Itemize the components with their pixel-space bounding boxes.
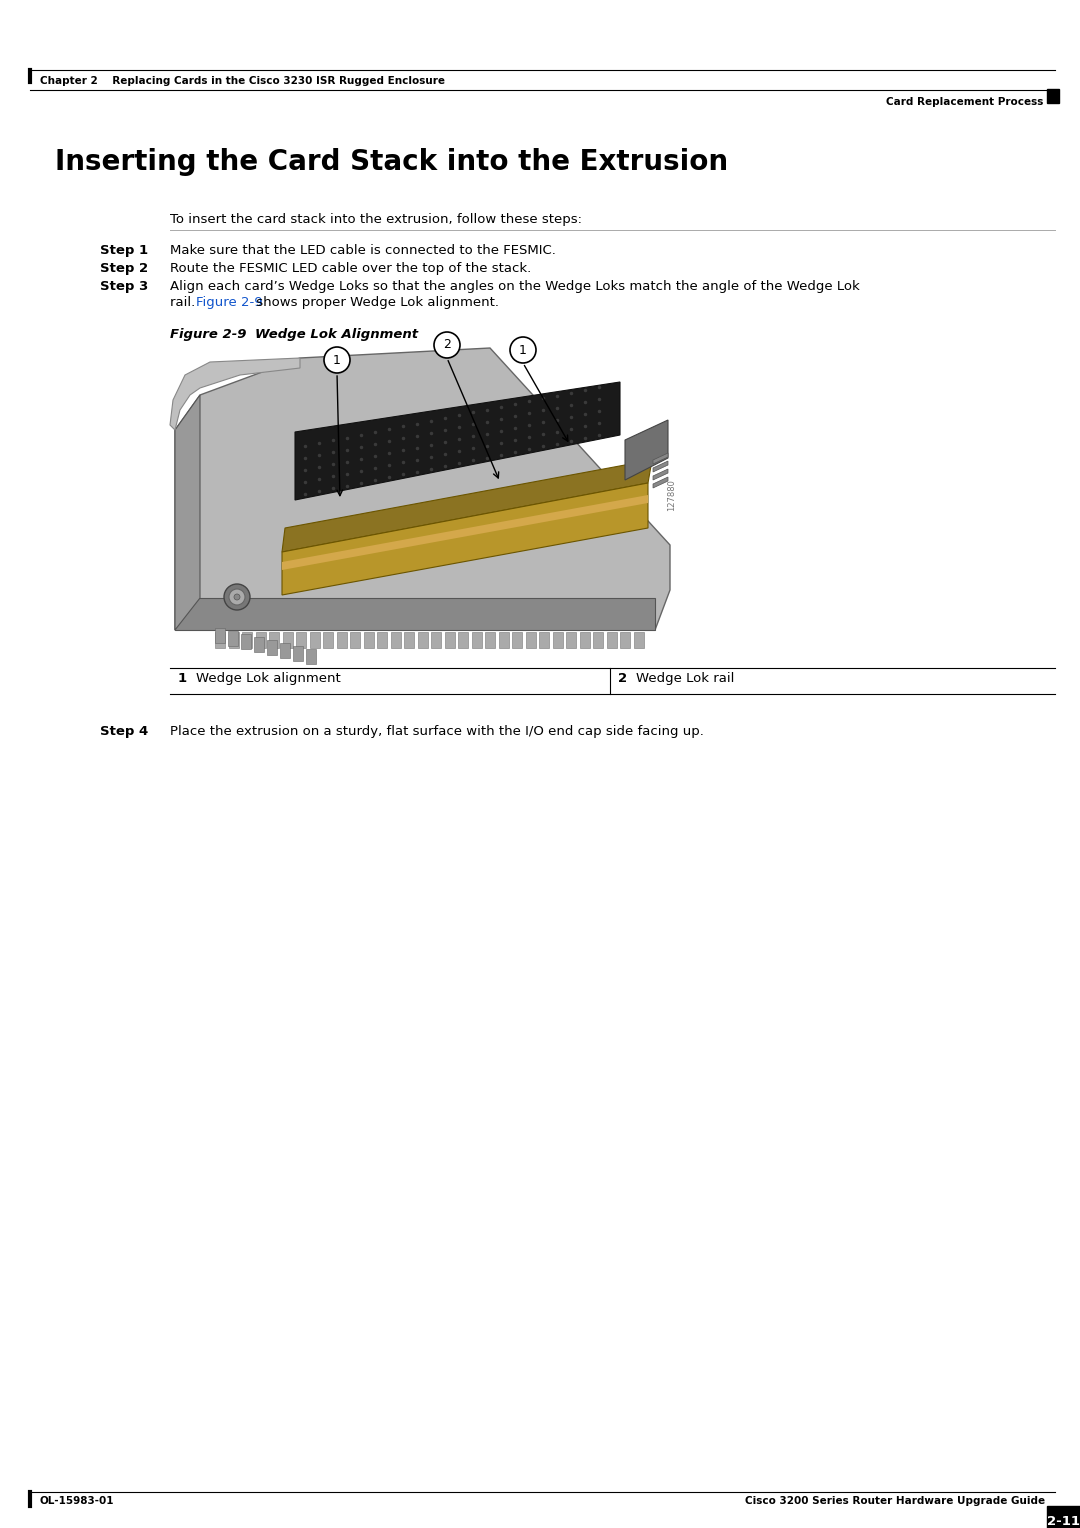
Polygon shape xyxy=(472,633,482,648)
Polygon shape xyxy=(580,633,590,648)
Polygon shape xyxy=(229,633,239,648)
Polygon shape xyxy=(499,633,509,648)
Polygon shape xyxy=(282,483,648,594)
Polygon shape xyxy=(175,348,670,630)
Polygon shape xyxy=(280,643,291,659)
Polygon shape xyxy=(310,633,320,648)
Circle shape xyxy=(224,584,249,610)
Polygon shape xyxy=(269,633,279,648)
Bar xyxy=(1047,89,1059,102)
Polygon shape xyxy=(295,382,620,500)
Circle shape xyxy=(510,338,536,364)
Text: Wedge Lok Alignment: Wedge Lok Alignment xyxy=(255,329,418,341)
Text: 2-11: 2-11 xyxy=(1047,1514,1080,1528)
Polygon shape xyxy=(215,628,225,643)
Polygon shape xyxy=(254,637,264,652)
Polygon shape xyxy=(215,633,225,648)
Text: Wedge Lok rail: Wedge Lok rail xyxy=(636,672,734,685)
Polygon shape xyxy=(364,633,374,648)
Polygon shape xyxy=(296,633,306,648)
Polygon shape xyxy=(267,640,276,656)
Polygon shape xyxy=(282,495,648,570)
Text: Figure 2-9: Figure 2-9 xyxy=(195,296,262,309)
Polygon shape xyxy=(391,633,401,648)
Text: To insert the card stack into the extrusion, follow these steps:: To insert the card stack into the extrus… xyxy=(170,212,582,226)
Text: Figure 2-9: Figure 2-9 xyxy=(170,329,246,341)
Polygon shape xyxy=(242,633,252,648)
Polygon shape xyxy=(512,633,522,648)
Polygon shape xyxy=(485,633,495,648)
Circle shape xyxy=(434,332,460,358)
Polygon shape xyxy=(404,633,414,648)
Polygon shape xyxy=(653,461,669,472)
Polygon shape xyxy=(377,633,387,648)
Circle shape xyxy=(229,588,245,605)
Polygon shape xyxy=(653,469,669,480)
Polygon shape xyxy=(418,633,428,648)
Polygon shape xyxy=(653,452,669,465)
Text: OL-15983-01: OL-15983-01 xyxy=(40,1496,114,1507)
Polygon shape xyxy=(170,358,300,429)
Text: Card Replacement Process: Card Replacement Process xyxy=(886,96,1043,107)
Polygon shape xyxy=(337,633,347,648)
Text: Align each card’s Wedge Loks so that the angles on the Wedge Loks match the angl: Align each card’s Wedge Loks so that the… xyxy=(170,280,860,293)
Polygon shape xyxy=(625,420,669,480)
Polygon shape xyxy=(282,460,652,552)
Polygon shape xyxy=(539,633,549,648)
Text: Place the extrusion on a sturdy, flat surface with the I/O end cap side facing u: Place the extrusion on a sturdy, flat su… xyxy=(170,724,704,738)
Polygon shape xyxy=(241,634,251,649)
Polygon shape xyxy=(293,646,303,662)
Bar xyxy=(1047,1507,1080,1528)
Text: Step 4: Step 4 xyxy=(100,724,148,738)
Text: Wedge Lok alignment: Wedge Lok alignment xyxy=(195,672,341,685)
Circle shape xyxy=(324,347,350,373)
Text: 2: 2 xyxy=(618,672,627,685)
Polygon shape xyxy=(566,633,576,648)
Polygon shape xyxy=(553,633,563,648)
Text: rail.: rail. xyxy=(170,296,200,309)
Polygon shape xyxy=(175,597,654,630)
Polygon shape xyxy=(593,633,603,648)
Polygon shape xyxy=(350,633,360,648)
Polygon shape xyxy=(306,649,316,665)
Text: Step 3: Step 3 xyxy=(100,280,148,293)
Polygon shape xyxy=(634,633,644,648)
Text: Route the FESMIC LED cable over the top of the stack.: Route the FESMIC LED cable over the top … xyxy=(170,261,531,275)
Polygon shape xyxy=(283,633,293,648)
Text: 1: 1 xyxy=(333,353,341,367)
Text: Inserting the Card Stack into the Extrusion: Inserting the Card Stack into the Extrus… xyxy=(55,148,728,176)
Text: Step 2: Step 2 xyxy=(100,261,148,275)
Text: 1: 1 xyxy=(519,344,527,356)
Polygon shape xyxy=(431,633,441,648)
Text: shows proper Wedge Lok alignment.: shows proper Wedge Lok alignment. xyxy=(252,296,499,309)
Polygon shape xyxy=(653,477,669,487)
Text: Chapter 2    Replacing Cards in the Cisco 3230 ISR Rugged Enclosure: Chapter 2 Replacing Cards in the Cisco 3… xyxy=(40,76,445,86)
Polygon shape xyxy=(607,633,617,648)
Polygon shape xyxy=(620,633,630,648)
Polygon shape xyxy=(256,633,266,648)
Text: 2: 2 xyxy=(443,339,451,351)
Text: Step 1: Step 1 xyxy=(100,244,148,257)
Polygon shape xyxy=(445,633,455,648)
Polygon shape xyxy=(458,633,468,648)
Polygon shape xyxy=(526,633,536,648)
Text: 127880: 127880 xyxy=(667,480,676,510)
Circle shape xyxy=(234,594,240,601)
Polygon shape xyxy=(323,633,333,648)
Text: Cisco 3200 Series Router Hardware Upgrade Guide: Cisco 3200 Series Router Hardware Upgrad… xyxy=(745,1496,1045,1507)
Text: Make sure that the LED cable is connected to the FESMIC.: Make sure that the LED cable is connecte… xyxy=(170,244,556,257)
Polygon shape xyxy=(175,396,200,630)
Polygon shape xyxy=(228,631,238,646)
Text: 1: 1 xyxy=(178,672,187,685)
